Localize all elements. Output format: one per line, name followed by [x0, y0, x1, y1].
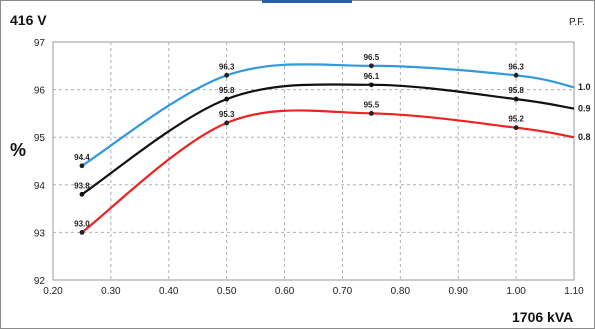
data-label: 95.2	[508, 115, 524, 124]
y-tick-label: 96	[34, 86, 46, 97]
data-label: 95.8	[219, 86, 235, 95]
x-axis-label: 1706 kVA	[512, 309, 573, 325]
data-label: 95.3	[219, 110, 235, 119]
y-tick-label: 94	[34, 181, 46, 192]
data-point	[369, 111, 374, 116]
data-point	[514, 73, 519, 78]
pf-label-0.9: 0.9	[578, 104, 591, 114]
data-point	[224, 121, 229, 126]
x-tick-label: 1.00	[506, 286, 526, 297]
data-point	[369, 63, 374, 68]
data-label: 94.4	[74, 153, 90, 162]
pf-label-1.0: 1.0	[578, 82, 591, 92]
y-tick-label: 93	[34, 228, 46, 239]
legend-title: P.F.	[569, 17, 585, 28]
plot-area	[53, 42, 574, 280]
x-tick-label: 0.60	[275, 286, 295, 297]
data-label: 96.3	[219, 62, 235, 71]
x-tick-label: 0.30	[101, 286, 121, 297]
data-label: 96.3	[508, 62, 524, 71]
data-point	[80, 163, 85, 168]
x-tick-label: 0.70	[333, 286, 353, 297]
data-point	[369, 82, 374, 87]
chart-title: 416 V	[10, 12, 47, 28]
data-point	[514, 97, 519, 102]
pf-label-0.8: 0.8	[578, 132, 591, 142]
data-point	[514, 125, 519, 130]
y-axis-label: %	[10, 140, 26, 160]
x-tick-label: 0.50	[217, 286, 237, 297]
data-point	[80, 192, 85, 197]
x-tick-label: 0.20	[43, 286, 63, 297]
data-label: 95.5	[364, 100, 380, 109]
pf-labels: 1.0 0.9 0.8	[578, 82, 591, 142]
data-point	[224, 73, 229, 78]
y-tick-label: 97	[34, 38, 46, 49]
y-tick-label: 95	[34, 133, 46, 144]
data-point	[224, 97, 229, 102]
x-tick-label: 0.40	[159, 286, 179, 297]
x-tick-label: 1.10	[564, 286, 584, 297]
x-tick-label: 0.90	[448, 286, 468, 297]
data-label: 93.0	[74, 219, 90, 228]
data-label: 93.8	[74, 181, 90, 190]
y-tick-label: 92	[34, 276, 46, 287]
data-label: 96.1	[364, 72, 380, 81]
data-label: 95.8	[508, 86, 524, 95]
x-tick-label: 0.80	[391, 286, 411, 297]
data-point	[80, 230, 85, 235]
data-label: 96.5	[364, 53, 380, 62]
